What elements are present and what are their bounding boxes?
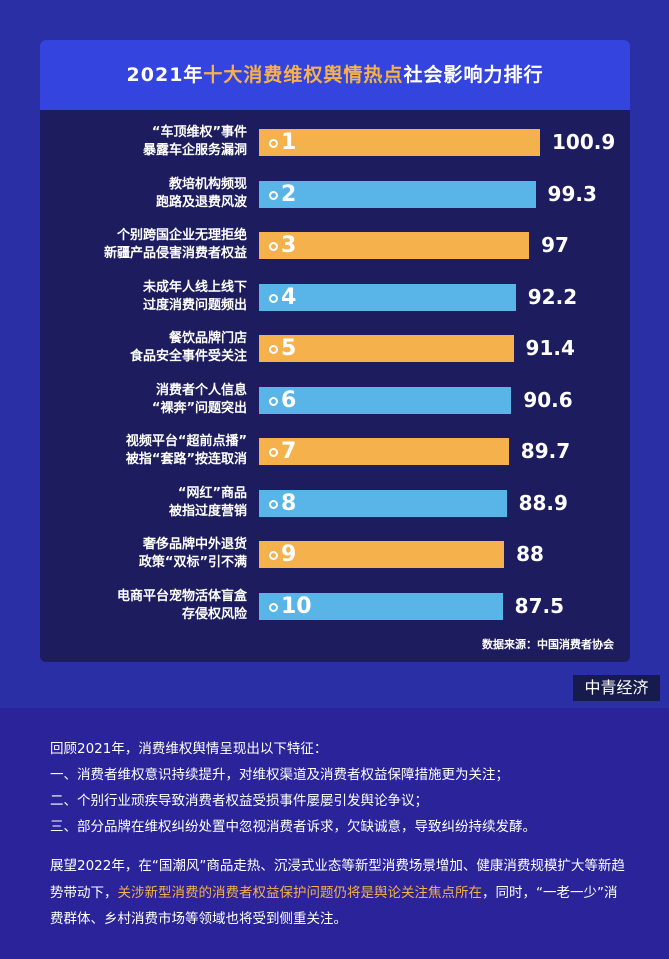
bar <box>259 232 530 259</box>
chart-card: 2021年十大消费维权舆情热点社会影响力排行 数据来源：中国消费者协会 “车顶维… <box>40 40 630 662</box>
bar-dot <box>269 139 278 148</box>
point: 一、消费者维权意识持续提升，对维权渠道及消费者权益保障措施更为关注； <box>50 767 509 783</box>
value-label: 92.2 <box>527 284 578 309</box>
category-label: 电商平台宠物活体盲盒 存侵权风险 <box>116 588 247 622</box>
outlook-highlight: 关涉新型消费的消费者权益保护问题仍将是舆论关注焦点所在 <box>117 884 483 901</box>
category-label: 消费者个人信息 “裸奔”问题突出 <box>151 382 247 416</box>
title-highlight: 十大消费维权舆情热点 <box>203 64 404 86</box>
rank: 3 <box>281 233 297 258</box>
bar-dot <box>269 551 278 560</box>
bar-dot <box>269 345 278 354</box>
bar-dot <box>269 293 278 303</box>
category-label: “网红”商品 被指过度营销 <box>168 485 247 519</box>
title-part: 2021年 <box>126 64 204 86</box>
bar-dot <box>269 242 278 251</box>
brand: 中青经济 <box>573 675 660 701</box>
bar <box>259 335 514 362</box>
bar-dot <box>269 448 278 457</box>
rank: 1 <box>281 130 297 155</box>
value-label: 100.9 <box>552 130 616 154</box>
rank: 8 <box>281 490 297 516</box>
bar-dot <box>269 190 278 200</box>
bar <box>259 438 509 465</box>
source: 数据来源：中国消费者协会 <box>482 638 614 651</box>
intro: 回顾2021年，消费维权舆情呈现出以下特征： <box>50 741 328 757</box>
value-label: 88.9 <box>518 490 568 515</box>
summary: 回顾2021年，消费维权舆情呈现出以下特征： 一、消费者维权意识持续提升，对维权… <box>0 708 669 959</box>
value-label: 97 <box>541 233 569 257</box>
bar <box>259 386 512 414</box>
rank: 7 <box>281 439 297 464</box>
category-label: 未成年人线上线下 过度消费问题频出 <box>142 279 247 313</box>
value-label: 91.4 <box>525 336 575 360</box>
bar-dot <box>269 499 278 509</box>
value-label: 89.7 <box>520 439 571 463</box>
outlook: 展望2022年，在“国潮风”商品走热、沉浸式业态等新型消费场景增加、健康消费规模… <box>50 853 625 933</box>
rank: 6 <box>281 387 297 413</box>
category-label: 教培机构频现 跑路及退费风波 <box>155 176 247 210</box>
bar-dot <box>269 602 278 612</box>
title-part: 社会影响力排行 <box>403 64 544 86</box>
value-label: 99.3 <box>547 181 597 206</box>
bar <box>259 489 507 517</box>
bar <box>259 592 503 620</box>
point: 三、部分品牌在维权纠纷处置中忽视消费者诉求，欠缺诚意，导致纠纷持续发酵。 <box>50 819 536 835</box>
value-label: 87.5 <box>514 593 565 618</box>
category-label: 奢侈品牌中外退货 政策“双标”引不满 <box>138 537 247 570</box>
chart-title: 2021年十大消费维权舆情热点社会影响力排行 <box>40 40 630 110</box>
category-label: 个别跨国企业无理拒绝 新疆产品侵害消费者权益 <box>103 228 247 261</box>
outlook-text: 展望2022年，在“国潮风”商品走热、沉浸式业态等新型消费场景增加、健康消费规模… <box>50 858 625 901</box>
rank: 10 <box>281 593 312 619</box>
category-label: 视频平台“超前点播” 被指“套路”按连取消 <box>125 434 247 467</box>
bar <box>259 283 516 311</box>
rank: 4 <box>281 284 297 310</box>
outlook-text: ，同时，“一老一少”消费群体、乡村消费市场等领域也将受到侧重关注。 <box>50 884 618 928</box>
value-label: 88 <box>516 542 544 566</box>
point: 二、个别行业顽疾导致消费者权益受损事件屡屡引发舆论争议； <box>50 793 428 809</box>
bar-dot <box>269 396 278 406</box>
rank: 2 <box>281 181 297 207</box>
rank: 9 <box>281 542 297 567</box>
bar <box>259 541 505 568</box>
bar <box>259 129 540 156</box>
category-label: “车顶维权”事件 暴露车企服务漏洞 <box>142 125 247 158</box>
value-label: 90.6 <box>523 387 573 412</box>
bar <box>259 180 536 208</box>
rank: 5 <box>281 336 297 361</box>
category-label: 餐饮品牌门店 食品安全事件受关注 <box>129 331 247 364</box>
